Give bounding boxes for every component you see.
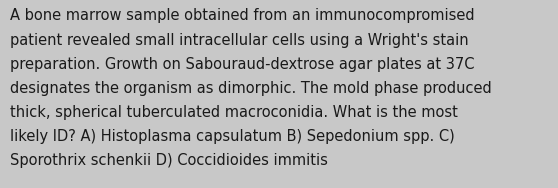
Text: A bone marrow sample obtained from an immunocompromised: A bone marrow sample obtained from an im… — [10, 8, 475, 24]
Text: patient revealed small intracellular cells using a Wright's stain: patient revealed small intracellular cel… — [10, 33, 469, 48]
Text: thick, spherical tuberculated macroconidia. What is the most: thick, spherical tuberculated macroconid… — [10, 105, 458, 120]
Text: preparation. Growth on Sabouraud-dextrose agar plates at 37C: preparation. Growth on Sabouraud-dextros… — [10, 57, 474, 72]
Text: designates the organism as dimorphic. The mold phase produced: designates the organism as dimorphic. Th… — [10, 81, 492, 96]
Text: likely ID? A) Histoplasma capsulatum B) Sepedonium spp. C): likely ID? A) Histoplasma capsulatum B) … — [10, 129, 455, 144]
Text: Sporothrix schenkii D) Coccidioides immitis: Sporothrix schenkii D) Coccidioides immi… — [10, 153, 328, 168]
